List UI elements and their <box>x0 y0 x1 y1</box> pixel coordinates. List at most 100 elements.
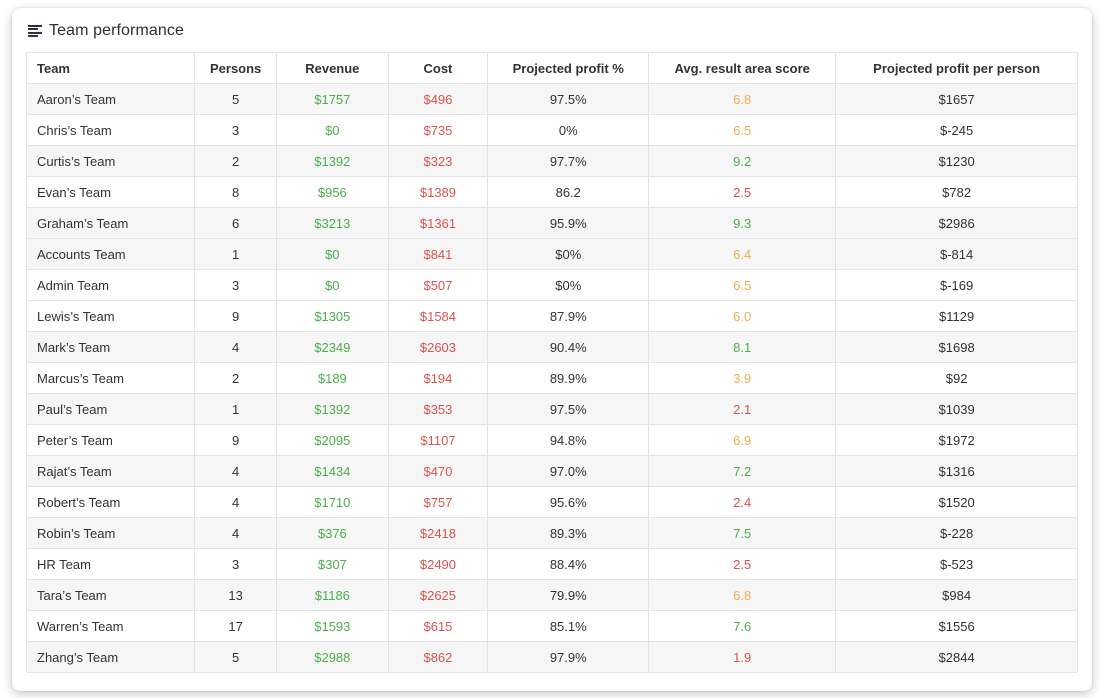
table-row: Zhang’s Team 5 $2988 $862 97.9% 1.9 $284… <box>25 641 1078 673</box>
persons-cell: 3 <box>194 114 278 146</box>
persons-cell: 17 <box>194 610 278 642</box>
profit-pct-cell: 90.4% <box>487 331 650 363</box>
persons-cell: 4 <box>194 517 278 549</box>
score-cell: 7.6 <box>648 610 837 642</box>
profit-pct-cell: 0% <box>487 114 650 146</box>
cost-cell: $2603 <box>387 331 489 363</box>
score-cell: 3.9 <box>648 362 837 394</box>
table-header-row: Team Persons Revenue Cost Projected prof… <box>25 52 1078 84</box>
persons-cell: 5 <box>194 83 278 115</box>
revenue-cell: $1434 <box>276 455 389 487</box>
profit-per-person-cell: $2844 <box>835 641 1078 673</box>
revenue-cell: $0 <box>276 114 389 146</box>
table-row: Tara’s Team 13 $1186 $2625 79.9% 6.8 $98… <box>25 579 1078 611</box>
list-icon <box>28 24 42 38</box>
persons-cell: 5 <box>194 641 278 673</box>
team-cell: Admin Team <box>25 269 196 301</box>
profit-pct-cell: 97.5% <box>487 83 650 115</box>
team-cell: Graham’s Team <box>25 207 196 239</box>
revenue-cell: $1593 <box>276 610 389 642</box>
cost-cell: $507 <box>387 269 489 301</box>
cost-cell: $735 <box>387 114 489 146</box>
profit-pct-cell: 89.9% <box>487 362 650 394</box>
profit-pct-cell: 88.4% <box>487 548 650 580</box>
persons-cell: 4 <box>194 486 278 518</box>
score-cell: 1.9 <box>648 641 837 673</box>
score-cell: 2.4 <box>648 486 837 518</box>
team-cell: Lewis’s Team <box>25 300 196 332</box>
persons-cell: 9 <box>194 300 278 332</box>
column-header-projected-profit-pct[interactable]: Projected profit % <box>487 52 650 84</box>
score-cell: 2.5 <box>648 176 837 208</box>
column-header-cost[interactable]: Cost <box>387 52 489 84</box>
persons-cell: 3 <box>194 548 278 580</box>
score-cell: 2.1 <box>648 393 837 425</box>
persons-cell: 4 <box>194 455 278 487</box>
cost-cell: $470 <box>387 455 489 487</box>
page-title: Team performance <box>49 22 184 39</box>
table-row: Warren’s Team 17 $1593 $615 85.1% 7.6 $1… <box>25 610 1078 642</box>
team-cell: Aaron’s Team <box>25 83 196 115</box>
profit-per-person-cell: $1972 <box>835 424 1078 456</box>
table-row: Peter’s Team 9 $2095 $1107 94.8% 6.9 $19… <box>25 424 1078 456</box>
revenue-cell: $1186 <box>276 579 389 611</box>
score-cell: 8.1 <box>648 331 837 363</box>
cost-cell: $194 <box>387 362 489 394</box>
table-row: Chris’s Team 3 $0 $735 0% 6.5 $-245 <box>25 114 1078 146</box>
profit-per-person-cell: $-245 <box>835 114 1078 146</box>
profit-pct-cell: 79.9% <box>487 579 650 611</box>
column-header-projected-profit-per-person[interactable]: Projected profit per person <box>835 52 1078 84</box>
revenue-cell: $1710 <box>276 486 389 518</box>
cost-cell: $1107 <box>387 424 489 456</box>
cost-cell: $862 <box>387 641 489 673</box>
team-cell: Rajat’s Team <box>25 455 196 487</box>
revenue-cell: $0 <box>276 269 389 301</box>
column-header-revenue[interactable]: Revenue <box>276 52 389 84</box>
team-cell: HR Team <box>25 548 196 580</box>
profit-pct-cell: $0% <box>487 238 650 270</box>
team-cell: Robin’s Team <box>25 517 196 549</box>
revenue-cell: $307 <box>276 548 389 580</box>
score-cell: 6.8 <box>648 579 837 611</box>
score-cell: 9.2 <box>648 145 837 177</box>
cost-cell: $2418 <box>387 517 489 549</box>
table-row: Marcus’s Team 2 $189 $194 89.9% 3.9 $92 <box>25 362 1078 394</box>
persons-cell: 1 <box>194 393 278 425</box>
team-cell: Paul’s Team <box>25 393 196 425</box>
cost-cell: $2625 <box>387 579 489 611</box>
revenue-cell: $1757 <box>276 83 389 115</box>
column-header-team[interactable]: Team <box>25 52 196 84</box>
cost-cell: $615 <box>387 610 489 642</box>
score-cell: 2.5 <box>648 548 837 580</box>
profit-pct-cell: 85.1% <box>487 610 650 642</box>
profit-per-person-cell: $1039 <box>835 393 1078 425</box>
score-cell: 7.2 <box>648 455 837 487</box>
team-cell: Marcus’s Team <box>25 362 196 394</box>
profit-pct-cell: 95.6% <box>487 486 650 518</box>
profit-per-person-cell: $1657 <box>835 83 1078 115</box>
table-row: Curtis’s Team 2 $1392 $323 97.7% 9.2 $12… <box>25 145 1078 177</box>
team-performance-card: Team performance Team Persons Revenue Co… <box>12 8 1092 691</box>
revenue-cell: $2095 <box>276 424 389 456</box>
profit-per-person-cell: $1316 <box>835 455 1078 487</box>
table-row: Evan’s Team 8 $956 $1389 86.2 2.5 $782 <box>25 176 1078 208</box>
score-cell: 6.8 <box>648 83 837 115</box>
cost-cell: $757 <box>387 486 489 518</box>
column-header-persons[interactable]: Persons <box>194 52 278 84</box>
team-cell: Curtis’s Team <box>25 145 196 177</box>
profit-pct-cell: 89.3% <box>487 517 650 549</box>
cost-cell: $1389 <box>387 176 489 208</box>
profit-per-person-cell: $-814 <box>835 238 1078 270</box>
revenue-cell: $189 <box>276 362 389 394</box>
cost-cell: $1584 <box>387 300 489 332</box>
profit-per-person-cell: $1556 <box>835 610 1078 642</box>
team-cell: Evan’s Team <box>25 176 196 208</box>
persons-cell: 1 <box>194 238 278 270</box>
persons-cell: 3 <box>194 269 278 301</box>
team-cell: Mark’s Team <box>25 331 196 363</box>
cost-cell: $496 <box>387 83 489 115</box>
revenue-cell: $1392 <box>276 145 389 177</box>
profit-pct-cell: 94.8% <box>487 424 650 456</box>
revenue-cell: $3213 <box>276 207 389 239</box>
column-header-avg-result-area-score[interactable]: Avg. result area score <box>648 52 837 84</box>
